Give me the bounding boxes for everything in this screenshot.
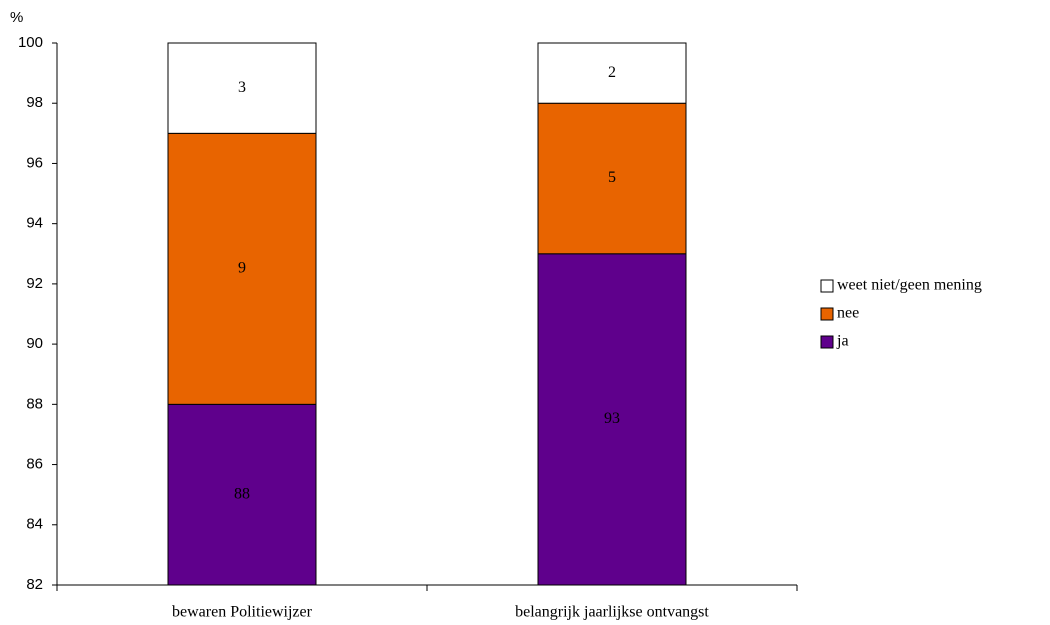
legend-swatch <box>820 279 834 293</box>
bar-segment <box>167 132 317 405</box>
bar-segment <box>537 253 687 586</box>
legend-swatch <box>820 307 834 321</box>
y-tick-label: 98 <box>26 94 43 111</box>
bar-segment <box>167 42 317 134</box>
y-axis-label: % <box>10 9 23 26</box>
data-label: 3 <box>238 79 246 96</box>
legend-swatch <box>820 335 834 349</box>
data-label: 88 <box>234 485 250 502</box>
y-tick-label: 100 <box>18 34 43 51</box>
y-tick-label: 84 <box>26 516 43 533</box>
x-tick-label: bewaren Politiewijzer <box>172 604 313 621</box>
y-tick-label: 90 <box>26 335 43 352</box>
x-tick-label: belangrijk jaarlijkse ontvangst <box>515 604 709 621</box>
y-tick-label: 92 <box>26 275 43 292</box>
data-label: 9 <box>238 260 246 277</box>
data-label: 93 <box>604 410 620 427</box>
data-label: 2 <box>608 64 616 81</box>
y-tick-label: 82 <box>26 576 43 593</box>
y-tick-label: 86 <box>26 456 43 473</box>
y-tick-label: 88 <box>26 395 43 412</box>
legend-label: weet niet/geen mening <box>837 277 982 294</box>
bar-segment <box>167 403 317 586</box>
y-tick-label: 94 <box>26 215 43 232</box>
legend-label: ja <box>836 333 849 350</box>
bar-segment <box>537 102 687 255</box>
data-label: 5 <box>608 169 616 186</box>
y-tick-label: 96 <box>26 154 43 171</box>
legend-label: nee <box>837 305 859 322</box>
bar-segment <box>537 42 687 104</box>
